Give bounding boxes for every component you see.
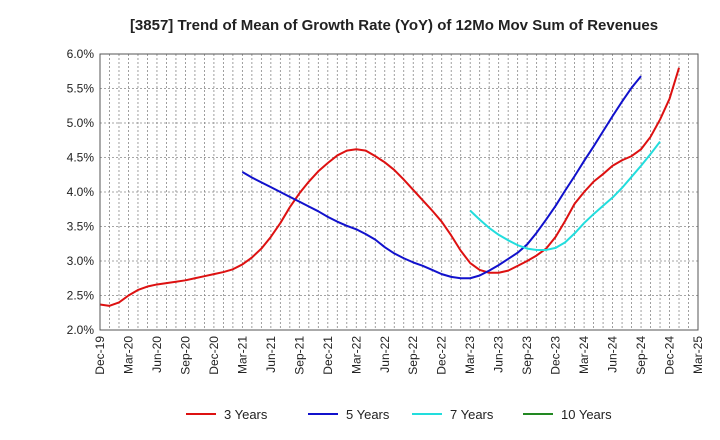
plot-frame [99,53,699,331]
y-tick-label: 4.0% [67,185,95,199]
chart-title: [3857] Trend of Mean of Growth Rate (YoY… [130,17,658,34]
y-tick-label: 5.0% [67,116,95,130]
x-tick-label: Dec-24 [663,336,677,375]
x-tick-label: Dec-19 [93,336,107,375]
x-tick-label: Jun-24 [606,336,620,373]
x-tick-label: Mar-22 [349,336,363,374]
x-tick-label: Sep-22 [406,336,420,375]
x-axis-ticks: Dec-19 Mar-20 Jun-20 Sep-20 Dec-20 Mar-21 Jun-… [93,336,705,375]
series-line-5-years [241,75,642,280]
y-tick-label: 2.0% [67,323,95,337]
x-tick-label: Dec-23 [549,336,563,375]
y-tick-label: 6.0% [67,47,95,61]
y-tick-label: 3.5% [67,220,95,234]
x-tick-label: Sep-24 [634,336,648,375]
legend-label: 5 Years [346,407,390,422]
x-tick-label: Dec-21 [321,336,335,375]
x-tick-label: Sep-20 [178,336,192,375]
x-tick-label: Jun-22 [378,336,392,373]
x-tick-label: Jun-21 [264,336,278,373]
y-tick-label: 2.5% [67,289,95,303]
y-tick-label: 3.0% [67,254,95,268]
x-tick-label: Sep-21 [292,336,306,375]
x-tick-label: Jun-20 [150,336,164,373]
y-axis-ticks: 2.0% 2.5% 3.0% 3.5% 4.0% 4.5% 5.0% 5.5% 6.0% [67,47,95,337]
x-tick-label: Mar-25 [691,336,705,374]
y-tick-label: 4.5% [67,151,95,165]
x-tick-label: Dec-20 [207,336,221,375]
legend-label: 10 Years [561,407,612,422]
x-tick-label: Jun-23 [492,336,506,373]
x-tick-label: Mar-21 [235,336,249,374]
x-tick-label: Mar-20 [121,336,135,374]
series-lines [99,67,680,307]
x-tick-label: Sep-23 [520,336,534,375]
x-tick-label: Mar-24 [577,336,591,374]
series-line-3-years [99,67,680,307]
x-tick-label: Mar-23 [463,336,477,374]
grid [99,53,699,331]
legend-label: 3 Years [224,407,268,422]
legend-label: 7 Years [450,407,494,422]
series-line-7-years [469,141,661,251]
y-tick-label: 5.5% [67,82,95,96]
legend: 3 Years 5 Years 7 Years 10 Years [186,407,612,422]
x-tick-label: Dec-22 [435,336,449,375]
